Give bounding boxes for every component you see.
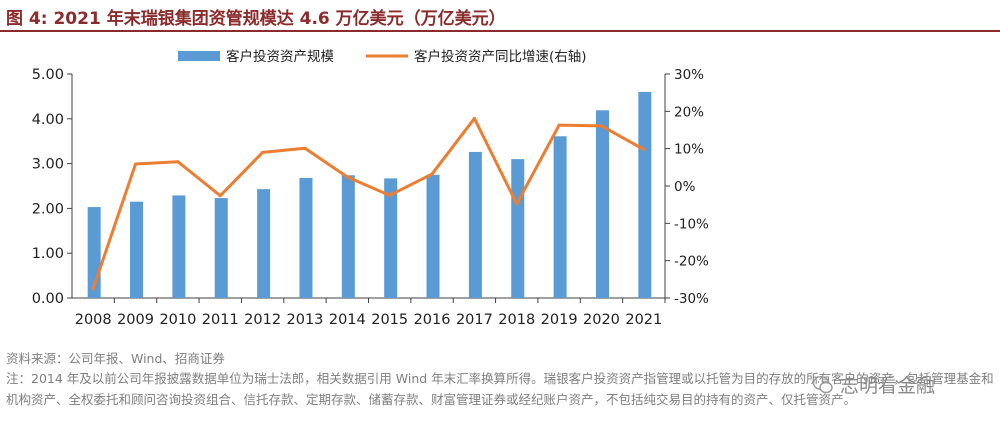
chart: 客户投资资产规模 客户投资资产同比增速(右轴) 0.00 1.00 2.00 3.00 4.…: [32, 48, 709, 328]
line-point: [134, 162, 138, 166]
bar: [341, 175, 355, 298]
x-tick-label: 2019: [541, 312, 578, 328]
bar: [299, 177, 313, 298]
bar: [595, 110, 609, 299]
growth-line: [91, 116, 645, 290]
x-tick-label: 2009: [117, 312, 154, 328]
x-tick-label: 2014: [329, 312, 366, 328]
x-tick-label: 2020: [583, 312, 620, 328]
line-point: [430, 172, 434, 176]
line-point: [557, 123, 561, 127]
line-point: [388, 193, 392, 197]
right-tick-label: -30%: [674, 291, 709, 307]
bar: [257, 189, 271, 298]
wechat-icon: [812, 375, 833, 393]
legend-line-label: 客户投资资产同比增速(右轴): [414, 48, 587, 65]
right-tick-label: 0%: [674, 179, 696, 195]
watermark-text: 志明看金融: [840, 375, 936, 397]
x-tick-label: 2013: [287, 312, 324, 328]
x-tick-label: 2012: [244, 312, 281, 328]
line-point: [642, 147, 646, 151]
line-point: [218, 194, 222, 198]
left-tick-label: 3.00: [32, 157, 64, 173]
x-tick-label: 2018: [498, 312, 535, 328]
left-tick-label: 1.00: [32, 246, 64, 262]
bar: [553, 136, 567, 298]
note-text: 注：2014 年及以前公司年报披露数据单位为瑞士法郎，相关数据引用 Wind 年…: [6, 371, 994, 407]
x-tick-label: 2017: [456, 312, 493, 328]
line-point: [91, 287, 95, 291]
bar: [638, 91, 652, 298]
figure-title: 图 4: 2021 年末瑞银集团资管规模达 4.6 万亿美元（万亿美元）: [6, 9, 506, 29]
left-tick-label: 4.00: [32, 112, 64, 128]
right-tick-label: 20%: [674, 104, 704, 120]
legend-bar-swatch: [178, 51, 220, 61]
left-tick-label: 2.00: [32, 201, 64, 217]
right-tick-label: -20%: [674, 254, 709, 270]
title-bar: 图 4: 2021 年末瑞银集团资管规模达 4.6 万亿美元（万亿美元）: [0, 0, 1000, 32]
x-tick-label: 2008: [75, 312, 112, 328]
bar: [511, 159, 525, 298]
x-tick-label: 2010: [159, 312, 196, 328]
bar: [468, 151, 482, 298]
right-tick-label: 30%: [674, 67, 704, 83]
left-tick-label: 5.00: [32, 67, 64, 83]
watermark: 志明看金融: [812, 371, 935, 398]
right-tick-label: 10%: [674, 142, 704, 158]
x-tick-label: 2015: [371, 312, 408, 328]
line-point: [261, 150, 265, 154]
x-tick-label: 2021: [625, 312, 662, 328]
bar: [426, 174, 440, 298]
x-tick-label: 2016: [414, 312, 451, 328]
left-tick-label: 0.00: [32, 291, 64, 307]
line-point: [515, 202, 519, 206]
right-tick-label: -10%: [674, 216, 709, 232]
line-point: [599, 124, 603, 128]
legend-bar-label: 客户投资资产规模: [226, 48, 334, 65]
line-point: [303, 146, 307, 150]
line-point: [345, 175, 349, 179]
line-point: [176, 160, 180, 164]
source-text: 资料来源：公司年报、Wind、招商证券: [6, 351, 225, 366]
bar: [214, 198, 228, 298]
bar: [130, 201, 144, 298]
x-tick-label: 2011: [202, 312, 239, 328]
line-point: [472, 116, 476, 120]
bar: [384, 178, 398, 298]
bar: [172, 195, 186, 298]
